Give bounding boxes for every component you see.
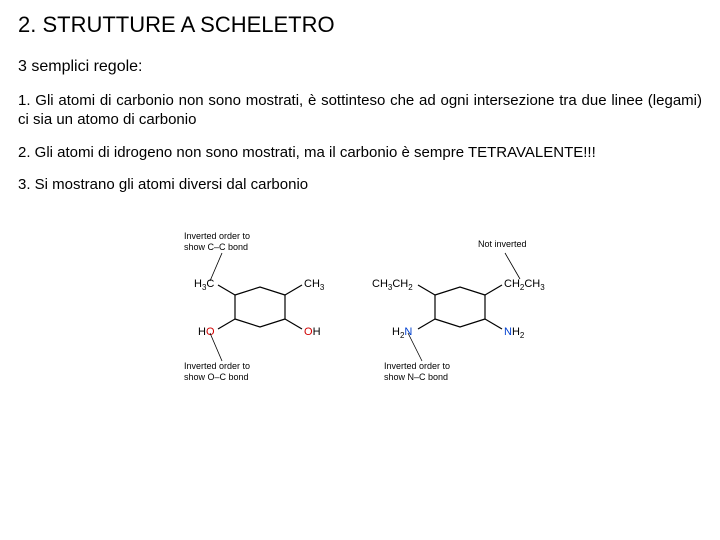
svg-text:H3C: H3C [194,278,214,292]
subtitle: 3 semplici regole: [0,44,720,82]
svg-text:Inverted order to: Inverted order to [384,361,450,371]
rule-3: 3. Si mostrano gli atomi diversi dal car… [0,166,720,199]
svg-text:Not inverted: Not inverted [478,239,527,249]
diagram-container: H3C CH3 HO OH Inverted order to show C–C… [0,199,720,387]
right-annotations: Not inverted Inverted order to show N–C … [384,239,527,382]
svg-text:CH3CH2: CH3CH2 [372,278,413,292]
svg-text:show N–C bond: show N–C bond [384,372,448,382]
svg-text:Inverted order to: Inverted order to [184,231,250,241]
svg-text:OH: OH [304,326,321,338]
skeletal-diagram: H3C CH3 HO OH Inverted order to show C–C… [140,217,580,387]
svg-text:NH2: NH2 [504,326,525,340]
svg-text:show O–C bond: show O–C bond [184,372,249,382]
svg-text:show C–C bond: show C–C bond [184,242,248,252]
left-annotations: Inverted order to show C–C bond Inverted… [184,231,250,382]
rule-2: 2. Gli atomi di idrogeno non sono mostra… [0,134,720,167]
svg-text:Inverted order to: Inverted order to [184,361,250,371]
page-title: 2. STRUTTURE A SCHELETRO [0,0,720,44]
rule-1: 1. Gli atomi di carbonio non sono mostra… [0,82,720,134]
left-ring: H3C CH3 HO OH [194,278,325,338]
right-ring: CH3CH2 CH2CH3 H2N NH2 [372,278,545,340]
svg-text:HO: HO [198,326,215,338]
svg-text:CH2CH3: CH2CH3 [504,278,545,292]
svg-text:H2N: H2N [392,326,412,340]
svg-text:CH3: CH3 [304,278,325,292]
